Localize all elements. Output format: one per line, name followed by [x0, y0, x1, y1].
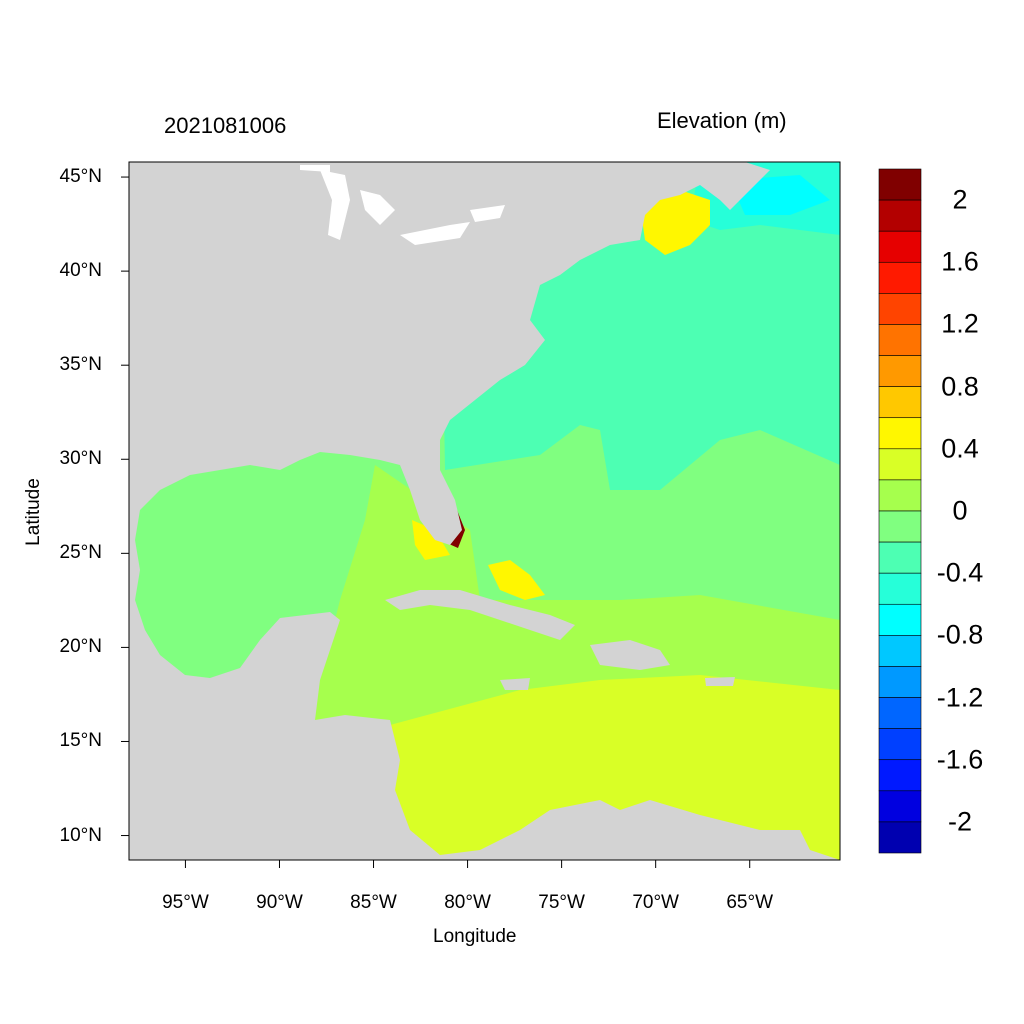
colorbar-label: 0.8 [941, 371, 979, 402]
y-tick-marks [121, 176, 129, 837]
x-tick-label: 65°W [726, 892, 774, 913]
colorbar-label: 0 [952, 495, 968, 526]
colorbar-label: -1.2 [936, 682, 984, 713]
colorbar-bin [878, 479, 922, 512]
colorbar-bin [878, 666, 922, 698]
colorbar-bin [878, 728, 922, 761]
colorbar-bin [878, 168, 922, 201]
x-tick-label: 70°W [632, 892, 679, 913]
puerto-rico [705, 677, 735, 686]
x-tick-label: 85°W [350, 892, 397, 913]
gulf-of-maine-region [640, 190, 710, 255]
colorbar-label: -1.6 [936, 744, 984, 775]
colorbar-label: -0.4 [936, 557, 984, 588]
colorbar-label: 1.6 [941, 246, 979, 277]
colorbar-bin [878, 572, 922, 605]
colorbar-bin [878, 261, 922, 294]
x-axis-label: Longitude [433, 926, 517, 947]
x-tick-label: 90°W [256, 892, 303, 913]
colorbar-label: 2 [952, 184, 968, 215]
y-tick-label: 15°N [59, 730, 102, 752]
colorbar-bin [878, 635, 922, 667]
colorbar-bin [878, 821, 922, 854]
colorbar-bin [878, 603, 922, 636]
jamaica [500, 678, 530, 690]
map-field [129, 162, 840, 860]
colorbar-bin [878, 324, 922, 356]
florida-west-coast-region [412, 520, 450, 560]
bahamas-bank-region [488, 560, 545, 600]
y-tick-label: 45°N [59, 166, 102, 188]
y-tick-label: 30°N [59, 448, 102, 470]
colorbar-label: -2 [947, 806, 972, 837]
colorbar-bin [878, 790, 922, 823]
y-tick-label: 40°N [59, 260, 102, 282]
colorbar-bin [878, 199, 922, 232]
x-tick-label: 75°W [538, 892, 585, 913]
y-tick-label: 20°N [59, 636, 102, 658]
y-axis-label: Latitude [23, 478, 44, 546]
y-tick-label: 35°N [59, 354, 102, 376]
colorbar-bin [878, 541, 922, 574]
timestamp-title: 2021081006 [164, 113, 287, 138]
y-tick-label: 10°N [59, 824, 102, 846]
colorbar-bin [878, 355, 922, 387]
cuba [385, 590, 575, 640]
colorbar-bin [878, 510, 922, 543]
colorbar-bin [878, 697, 922, 729]
x-tick-marks [184, 860, 751, 868]
colorbar-bin [878, 417, 922, 450]
colorbar-label: -0.8 [936, 619, 984, 650]
colorbar-label: 1.2 [941, 308, 979, 339]
land [129, 162, 840, 860]
great-lakes [300, 165, 505, 245]
plot-frame [128, 161, 841, 861]
colorbar-bin [878, 448, 922, 481]
hispaniola [590, 640, 670, 670]
variable-title: Elevation (m) [657, 108, 787, 133]
x-tick-label: 95°W [162, 892, 209, 913]
colorbar-bin [878, 759, 922, 792]
colorbar-bin [878, 386, 922, 419]
southern-caribbean-region [390, 675, 840, 860]
colorbar-bin [878, 293, 922, 325]
colorbar [878, 168, 922, 854]
x-tick-label: 80°W [444, 892, 491, 913]
colorbar-label: 0.4 [941, 433, 979, 464]
y-tick-label: 25°N [59, 542, 102, 564]
colorbar-bin [878, 230, 922, 263]
